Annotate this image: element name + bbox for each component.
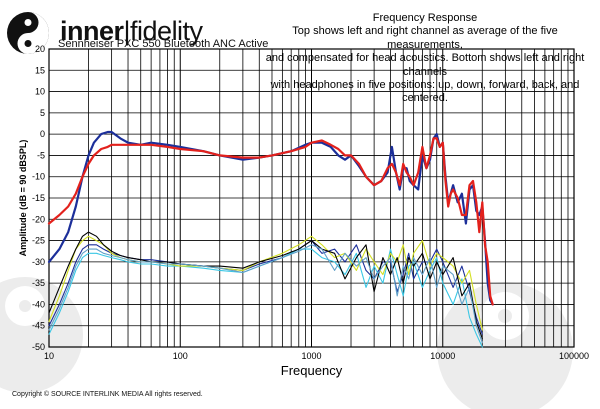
y-tick-label: 10 [35, 87, 45, 97]
brand-separator: | [123, 16, 131, 46]
series-line-6 [48, 244, 483, 344]
x-tick-label: 100 [173, 351, 188, 361]
y-tick-label: -35 [32, 278, 45, 288]
x-tick-label: 10 [44, 351, 54, 361]
y-axis-label: Amplitude (dB = 90 dBSPL) [18, 140, 28, 257]
brand-light: fidelity [130, 16, 203, 46]
brand-bold: inner [60, 16, 124, 46]
chart-description-line-1: Top shows left and right channel as aver… [292, 25, 558, 51]
y-tick-label: -25 [32, 236, 45, 246]
y-tick-label: 15 [35, 65, 45, 75]
chart-title: Frequency Response [372, 12, 478, 24]
y-tick-label: -45 [32, 321, 45, 331]
y-tick-label: 20 [35, 44, 45, 54]
y-tick-label: -15 [32, 193, 45, 203]
y-tick-label: 0 [40, 129, 45, 139]
y-tick-label: -10 [32, 172, 45, 182]
x-axis-label: Frequency [281, 363, 343, 378]
y-tick-label: -20 [32, 214, 45, 224]
y-tick-label: -40 [32, 299, 45, 309]
y-tick-label: -50 [32, 342, 45, 352]
brand-name: inner|fidelity [60, 17, 203, 45]
y-tick-label: 5 [40, 108, 45, 118]
copyright-notice: Copyright © SOURCE INTERLINK MEDIA All r… [12, 391, 203, 398]
series-line-1 [47, 137, 494, 306]
x-tick-label: 100000 [559, 351, 589, 361]
product-name: Sennheiser PXC 550 Bluetooth ANC Active [58, 38, 269, 50]
y-tick-label: -5 [37, 150, 45, 160]
logo: inner|fidelity [4, 9, 214, 55]
series-line-3 [48, 248, 483, 348]
x-tick-label: 1000 [301, 351, 321, 361]
y-tick-label: -30 [32, 257, 45, 267]
series-line-5 [48, 231, 483, 340]
plot-frame [48, 48, 575, 348]
chart-title-block: Frequency Response Top shows left and ri… [255, 12, 595, 106]
yin-yang-logo-icon [7, 12, 49, 54]
x-tick-label: 10000 [430, 351, 455, 361]
